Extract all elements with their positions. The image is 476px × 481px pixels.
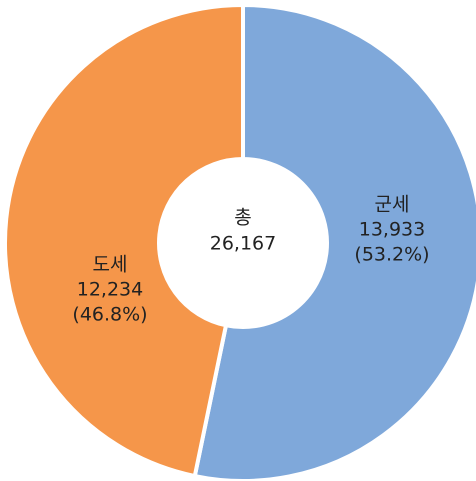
donut-segment — [3, 2, 245, 479]
center-total: 26,167 — [210, 233, 276, 255]
segment-percent: (46.8%) — [72, 304, 147, 326]
center-label: 총 — [234, 207, 251, 229]
donut-segment — [192, 2, 476, 481]
segment-value: 13,933 — [359, 219, 425, 241]
segment-name: 군세 — [375, 194, 410, 216]
segment-value: 12,234 — [77, 279, 143, 301]
segment-percent: (53.2%) — [354, 244, 429, 266]
segment-name: 도세 — [93, 254, 128, 276]
